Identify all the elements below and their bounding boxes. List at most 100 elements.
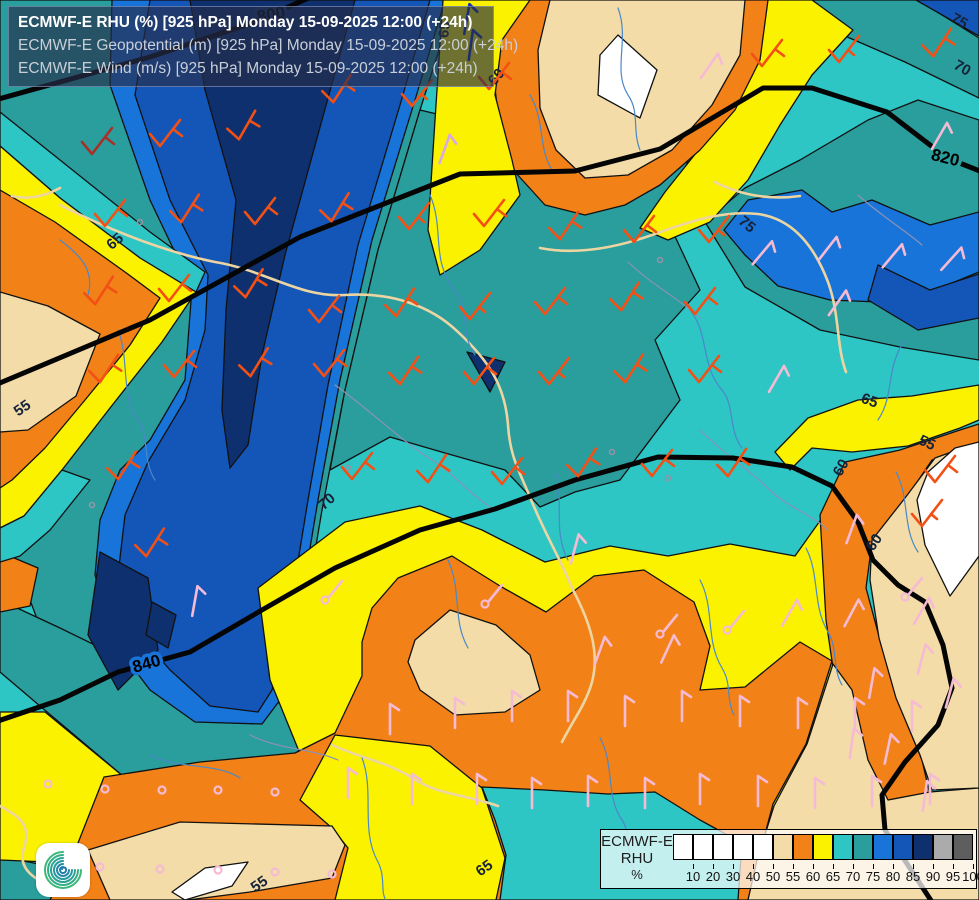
legend-tick-label: 65	[825, 869, 841, 884]
rhu-contour-label: 60	[830, 456, 853, 479]
legend-tick-label: 95	[945, 869, 961, 884]
wind-barb	[148, 118, 184, 148]
wind-barb	[697, 214, 731, 244]
legend-color-box	[693, 834, 713, 860]
legend-color-box	[773, 834, 793, 860]
city-marker	[344, 464, 352, 472]
wind-barb	[312, 348, 348, 378]
wind-barb	[388, 702, 401, 736]
wind-barb	[910, 699, 923, 733]
legend-tick-label: 30	[725, 869, 741, 884]
rhu-contour-label: 65	[473, 857, 496, 880]
legend-tick-label: 90	[925, 869, 941, 884]
wind-barb	[157, 785, 167, 795]
wind-barb	[608, 281, 644, 312]
legend-tick-label: 55	[785, 869, 801, 884]
wind-barb	[80, 126, 116, 156]
wind-barb	[643, 776, 656, 810]
wind-barb	[722, 609, 746, 635]
legend-tick-label: 50	[765, 869, 781, 884]
wind-barb	[751, 239, 777, 266]
wind-barb	[82, 275, 118, 306]
wind-barb	[95, 862, 105, 872]
wind-barb	[537, 356, 571, 386]
wind-barb	[586, 774, 599, 808]
title-geopotential: ECMWF-E Geopotential (m) [925 hPa] Monda…	[18, 37, 519, 54]
legend-color-box	[893, 834, 913, 860]
wind-barb	[162, 349, 198, 379]
wind-barb	[387, 355, 423, 386]
wind-barbs-layer	[43, 2, 966, 879]
wind-barb	[237, 346, 273, 378]
wind-barb	[510, 689, 523, 723]
legend-tick-label: 100	[962, 869, 979, 884]
wind-barb	[43, 779, 53, 789]
legend-tick-label: 20	[705, 869, 721, 884]
wind-barb	[683, 286, 719, 316]
wind-barb	[415, 453, 451, 484]
legend-color-box	[953, 834, 973, 860]
wind-barb	[699, 52, 724, 80]
wind-barb	[930, 121, 954, 151]
wind-barb	[612, 353, 648, 384]
legend-color-box	[673, 834, 693, 860]
wind-barb	[640, 448, 676, 478]
legend-tick	[973, 864, 974, 869]
wind-barb	[190, 584, 207, 618]
rhu-regions-left-dry-wedge	[0, 111, 206, 613]
wind-barb	[472, 198, 508, 228]
wind-barb	[397, 201, 431, 231]
wind-barb	[928, 772, 941, 806]
city-markers-layer	[88, 218, 672, 509]
wind-barb	[327, 869, 337, 879]
legend-color-box	[833, 834, 853, 860]
legend-tick	[773, 864, 774, 869]
wind-barb	[547, 210, 583, 241]
legend-tick	[733, 864, 734, 869]
rhu-contour-label: 75	[948, 10, 971, 33]
rhu-contour-label: 70	[951, 57, 974, 80]
wind-barb	[533, 286, 569, 316]
rhu-contour-label: 55	[11, 397, 34, 420]
wind-barb	[843, 598, 866, 628]
wind-barb	[659, 634, 681, 664]
wind-barb	[920, 27, 956, 58]
wind-barb	[243, 196, 279, 226]
legend-color-box	[813, 834, 833, 860]
wind-barb	[383, 287, 419, 318]
wind-barb	[881, 242, 907, 269]
wind-barb	[827, 289, 852, 317]
wind-barb	[565, 447, 601, 478]
legend-color-box	[753, 834, 773, 860]
legend-title-column: ECMWF-E RHU %	[601, 833, 673, 883]
wind-barb	[623, 694, 636, 728]
wind-barb	[530, 776, 543, 810]
wind-barb	[750, 38, 786, 68]
city-marker	[664, 474, 672, 482]
legend-color-box	[733, 834, 753, 860]
legend-color-box	[793, 834, 813, 860]
legend-tick-label: 85	[905, 869, 921, 884]
title-wind: ECMWF-E Wind (m/s) [925 hPa] Monday 15-0…	[18, 60, 478, 77]
wind-barb	[346, 766, 359, 800]
geopotential-line-820	[0, 85, 979, 386]
city-marker	[136, 218, 144, 226]
wind-barb	[715, 447, 751, 478]
wind-barb	[939, 246, 966, 272]
wind-barb	[400, 78, 434, 108]
wind-barb	[944, 677, 963, 709]
legend-color-box	[913, 834, 933, 860]
legend-tick-label: 10	[685, 869, 701, 884]
wind-barb	[796, 696, 809, 730]
legend-tick	[893, 864, 894, 869]
legend-tick	[873, 864, 874, 869]
legend-tick	[953, 864, 954, 869]
wind-barb	[475, 772, 488, 806]
legend-unit-label: %	[631, 867, 643, 882]
admin-borders	[249, 194, 923, 761]
legend-tick-label: 75	[865, 869, 881, 884]
wind-barb	[867, 666, 884, 700]
wind-barb	[622, 214, 658, 244]
wind-barb	[756, 774, 769, 808]
